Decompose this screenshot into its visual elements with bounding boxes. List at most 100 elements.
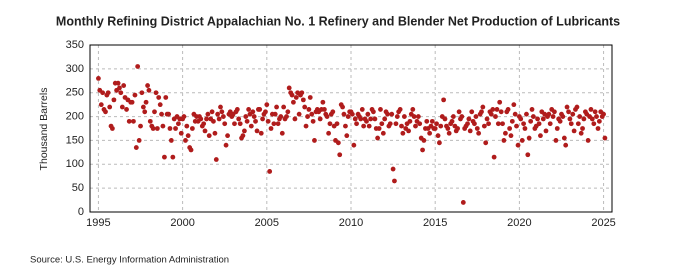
point — [317, 116, 323, 122]
point — [135, 64, 141, 69]
point — [244, 118, 250, 124]
point — [390, 166, 396, 172]
point — [286, 85, 292, 91]
point — [335, 140, 341, 146]
point — [131, 118, 136, 124]
point — [491, 154, 497, 160]
point — [519, 138, 525, 143]
x-tick-label: 2025 — [591, 217, 615, 229]
point — [264, 102, 270, 108]
point — [589, 116, 595, 122]
point — [479, 109, 484, 115]
point — [365, 111, 371, 117]
point — [340, 104, 345, 110]
point — [406, 128, 411, 134]
point — [429, 118, 435, 124]
x-tick-label: 1995 — [86, 217, 110, 229]
point — [358, 116, 364, 122]
point — [206, 133, 212, 139]
point — [219, 109, 225, 115]
y-tick-label: 0 — [78, 206, 84, 218]
point — [568, 121, 574, 127]
point — [132, 92, 138, 98]
point — [138, 123, 143, 129]
point — [272, 111, 278, 117]
point — [432, 126, 438, 131]
point — [334, 121, 340, 127]
point — [361, 123, 367, 129]
point — [185, 133, 191, 139]
point — [467, 128, 473, 134]
point — [337, 152, 343, 158]
point — [547, 121, 553, 127]
point — [147, 118, 153, 124]
point — [368, 116, 374, 122]
y-tick-label: 250 — [66, 87, 84, 99]
point — [243, 114, 249, 119]
point — [514, 123, 519, 129]
point — [198, 116, 204, 122]
point — [379, 121, 385, 127]
point — [580, 126, 585, 131]
point — [511, 102, 517, 108]
point — [246, 107, 252, 112]
point — [472, 121, 477, 127]
point — [268, 126, 274, 131]
point — [591, 121, 597, 127]
point — [382, 116, 388, 122]
point — [212, 130, 218, 136]
point — [349, 111, 355, 117]
point — [213, 157, 219, 162]
point — [289, 92, 295, 98]
point — [133, 145, 139, 150]
point — [570, 111, 576, 117]
point — [421, 138, 427, 143]
point — [372, 116, 378, 122]
point — [167, 126, 173, 131]
point — [142, 109, 148, 115]
point — [344, 133, 350, 139]
point — [536, 121, 542, 127]
point — [507, 126, 513, 131]
point — [202, 128, 208, 134]
point — [411, 114, 417, 119]
point — [469, 109, 475, 115]
y-tick-label: 200 — [66, 110, 84, 122]
point — [291, 99, 296, 105]
point — [508, 133, 514, 139]
point — [153, 90, 159, 96]
point — [509, 118, 515, 124]
point — [481, 123, 487, 129]
point — [173, 126, 178, 131]
point — [278, 114, 284, 119]
point — [400, 130, 406, 136]
point — [302, 104, 308, 110]
point — [343, 123, 348, 129]
point — [300, 97, 306, 103]
point — [538, 133, 543, 139]
point — [119, 104, 125, 110]
point — [139, 90, 145, 96]
point — [441, 97, 447, 103]
y-tick-label: 300 — [66, 63, 84, 75]
point — [370, 109, 376, 115]
point — [237, 121, 243, 127]
point — [455, 126, 460, 131]
point — [215, 111, 221, 117]
point — [216, 116, 222, 122]
point — [205, 111, 211, 117]
point — [166, 111, 172, 117]
point — [413, 123, 418, 129]
point — [103, 109, 108, 115]
point — [566, 109, 571, 115]
point — [352, 116, 358, 122]
point — [162, 154, 167, 160]
point — [567, 116, 573, 122]
point — [312, 138, 317, 143]
point — [257, 107, 263, 112]
point — [578, 130, 584, 136]
point — [561, 135, 567, 141]
point — [385, 111, 390, 117]
point — [366, 123, 372, 129]
